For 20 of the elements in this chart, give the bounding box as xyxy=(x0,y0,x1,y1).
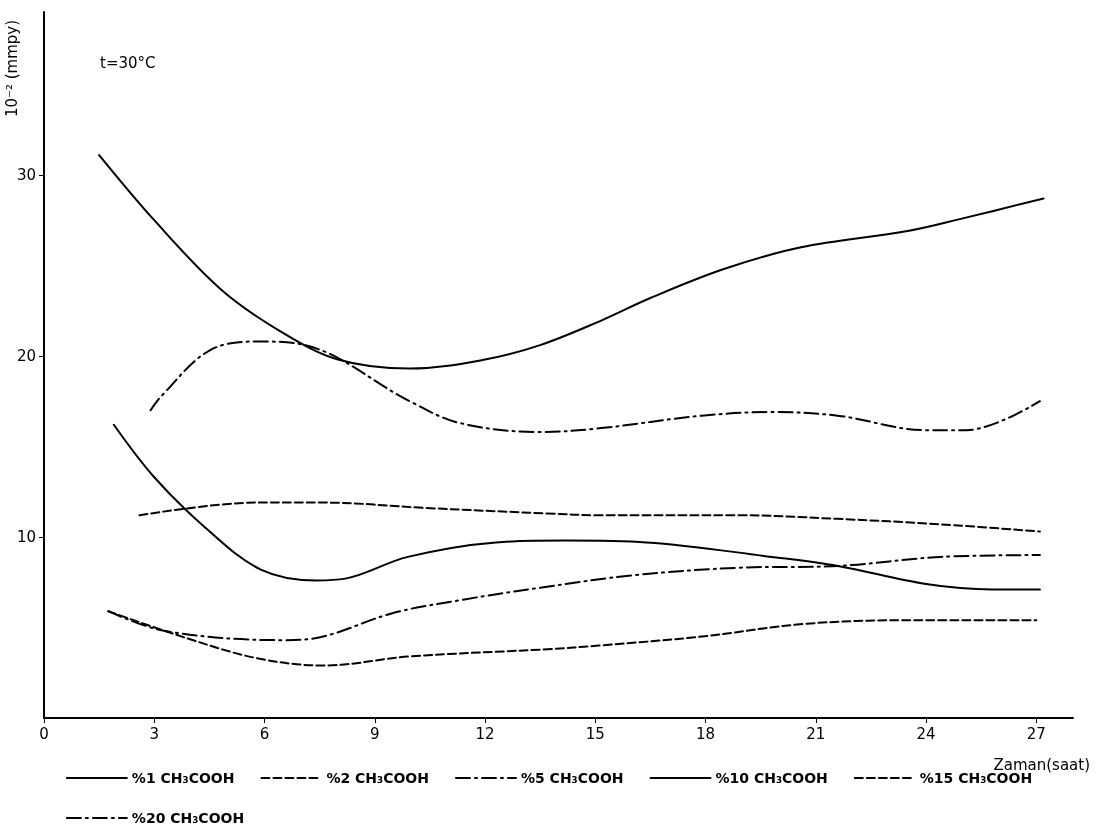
x-tick-label: 12 xyxy=(475,724,495,743)
x-tick-label: 0 xyxy=(39,724,49,743)
legend-label: %2 CH₃COOH xyxy=(326,770,429,786)
legend-label: %1 CH₃COOH xyxy=(131,770,235,786)
x-tick-label: 3 xyxy=(149,724,160,743)
x-tick-label: 9 xyxy=(369,724,380,743)
y-axis-title: 10⁻² (mmpy) xyxy=(2,19,21,118)
x-tick-label: 6 xyxy=(259,724,270,743)
x-tick-label: 15 xyxy=(585,724,605,743)
y-tick-label: 30 xyxy=(16,165,36,184)
x-tick-label: 18 xyxy=(695,724,716,743)
x-tick-label: 24 xyxy=(916,724,936,743)
legend-label: %10 CH₃COOH xyxy=(715,770,828,786)
x-tick-label: 21 xyxy=(806,724,826,743)
legend-label: %20 CH₃COOH xyxy=(131,810,245,826)
annotation: t=30°C xyxy=(100,53,156,72)
legend-label: %5 CH₃COOH xyxy=(520,770,624,786)
x-tick-label: 27 xyxy=(1026,724,1046,743)
y-tick-label: 20 xyxy=(16,346,36,365)
y-tick-label: 10 xyxy=(16,527,36,546)
